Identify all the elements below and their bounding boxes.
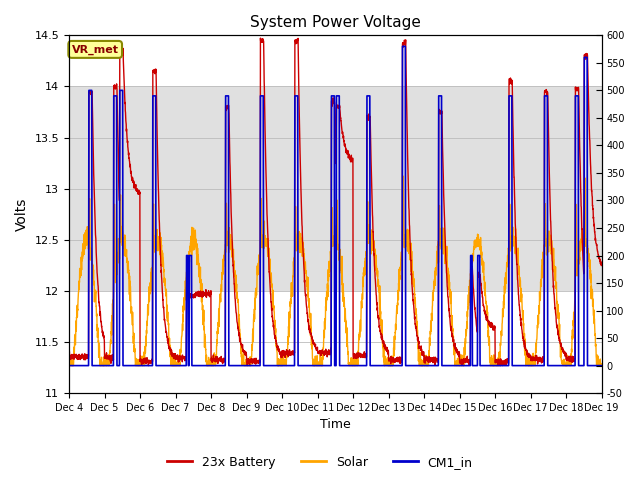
Legend: 23x Battery, Solar, CM1_in: 23x Battery, Solar, CM1_in [163, 451, 477, 474]
Title: System Power Voltage: System Power Voltage [250, 15, 420, 30]
Y-axis label: Volts: Volts [15, 198, 29, 231]
Text: VR_met: VR_met [72, 44, 118, 55]
X-axis label: Time: Time [320, 419, 351, 432]
Bar [69, 189, 602, 291]
Bar [69, 86, 602, 189]
